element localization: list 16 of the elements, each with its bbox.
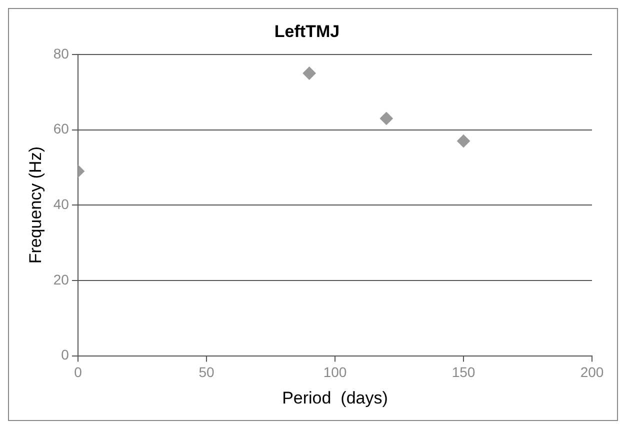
y-tick-label: 60 [53, 120, 70, 137]
point [302, 66, 316, 80]
x-axis-title: Period (days) [282, 388, 388, 408]
chart-title: LeftTMJ [274, 22, 340, 41]
x-tick-label: 100 [323, 364, 347, 380]
y-tick-label: 80 [53, 45, 70, 62]
point [380, 112, 393, 125]
x-tick-label: 150 [452, 364, 476, 380]
y-tick-label: 40 [53, 196, 70, 212]
y-axis-title: Frequency (Hz) [26, 146, 45, 264]
point [456, 134, 470, 148]
x-tick-label: 0 [74, 364, 82, 380]
y-tick-label: 20 [53, 271, 70, 288]
y-tick-label: 0 [61, 346, 70, 363]
x-tick-label: 50 [198, 364, 214, 380]
x-tick-label: 200 [580, 364, 604, 380]
